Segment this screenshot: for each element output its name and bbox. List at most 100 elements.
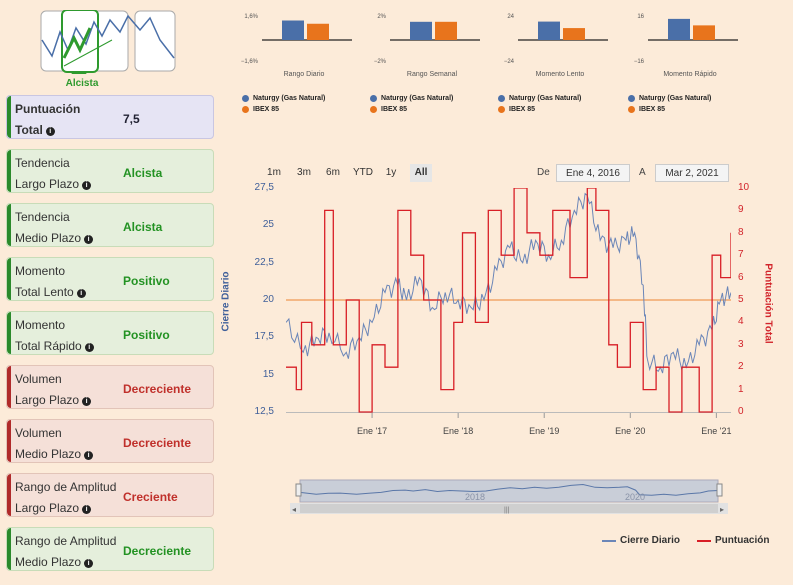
- mini-legend-naturgy[interactable]: Naturgy (Gas Natural): [498, 95, 581, 102]
- indicator-card[interactable]: Rango de Amplitud Medio Plazo i Decreciente: [6, 527, 214, 571]
- range-button-all[interactable]: All: [410, 164, 432, 182]
- navigator-window[interactable]: [299, 479, 719, 503]
- legend-puntuacion-label: Puntuación: [715, 535, 770, 546]
- mini-bar-ibex[interactable]: [693, 25, 715, 40]
- x-axis-label: Ene '21: [701, 426, 732, 436]
- indicator-card[interactable]: Tendencia Largo Plazo i Alcista: [6, 149, 214, 193]
- navigator-left-handle[interactable]: [295, 483, 302, 497]
- indicator-card[interactable]: Volumen Largo Plazo i Decreciente: [6, 365, 214, 409]
- card-accent-bar: [7, 474, 11, 516]
- indicator-card[interactable]: Puntuación Total i 7,5: [6, 95, 214, 139]
- card-accent-bar: [7, 312, 11, 354]
- info-icon[interactable]: i: [76, 289, 86, 298]
- mini-legend-ibex[interactable]: IBEX 85: [370, 106, 407, 113]
- navigator-scrollbar-thumb[interactable]: [300, 504, 718, 513]
- mini-bar-ibex[interactable]: [563, 28, 585, 40]
- chart-navigator[interactable]: ◂ ▸ ||| 2018 2020: [290, 478, 728, 516]
- indicator-card[interactable]: Momento Total Rápido i Positivo: [6, 311, 214, 355]
- mini-legend-ibex-label: IBEX 85: [381, 106, 408, 113]
- main-chart-plot[interactable]: [286, 188, 731, 420]
- info-icon[interactable]: i: [45, 127, 55, 136]
- legend-dot-naturgy: [628, 95, 635, 102]
- card-title-line2-text: Largo Plazo: [15, 177, 80, 191]
- date-from-input[interactable]: Ene 4, 2016: [556, 164, 630, 182]
- info-icon[interactable]: i: [82, 181, 92, 190]
- left-axis-tick: 17,5: [254, 331, 274, 343]
- legend-cierre[interactable]: Cierre Diario: [602, 535, 680, 546]
- indicator-card[interactable]: Momento Total Lento i Positivo: [6, 257, 214, 301]
- card-title-line2-text: Total Lento: [15, 285, 74, 299]
- legend-dot-naturgy: [242, 95, 249, 102]
- right-axis-tick: 2: [738, 361, 744, 373]
- range-button-3m[interactable]: 3m: [297, 167, 311, 178]
- legend-dot-ibex: [628, 106, 635, 113]
- mini-legend-naturgy[interactable]: Naturgy (Gas Natural): [370, 95, 453, 102]
- card-title-line2: Total i: [15, 123, 55, 137]
- mini-bar-naturgy[interactable]: [282, 20, 304, 41]
- navigator-year-label: 2018: [465, 492, 485, 502]
- scroll-right-arrow-icon[interactable]: ▸: [720, 505, 724, 514]
- card-accent-bar: [7, 528, 11, 570]
- info-icon[interactable]: i: [84, 343, 94, 352]
- card-value: Creciente: [123, 490, 178, 504]
- card-title-line1: Puntuación: [15, 102, 81, 116]
- date-from-label: De: [537, 167, 550, 178]
- mini-bar-naturgy[interactable]: [538, 21, 560, 40]
- info-icon[interactable]: i: [82, 397, 92, 406]
- mini-legend-naturgy[interactable]: Naturgy (Gas Natural): [628, 95, 711, 102]
- mini-chart-title: Momento Rápido: [663, 71, 717, 78]
- legend-dot-ibex: [498, 106, 505, 113]
- mini-legend-ibex-label: IBEX 85: [509, 106, 536, 113]
- right-axis-title: Puntuación Total: [762, 263, 774, 344]
- indicator-card[interactable]: Rango de Amplitud Largo Plazo i Creciente: [6, 473, 214, 517]
- card-accent-bar: [7, 150, 11, 192]
- mini-legend-naturgy[interactable]: Naturgy (Gas Natural): [242, 95, 325, 102]
- legend-dot-naturgy: [498, 95, 505, 102]
- card-title-line2-text: Largo Plazo: [15, 501, 80, 515]
- left-axis-title: Cierre Diario: [220, 271, 232, 332]
- card-value: Alcista: [123, 220, 163, 234]
- right-axis-tick: 5: [738, 294, 744, 305]
- indicator-card[interactable]: Volumen Medio Plazo i Decreciente: [6, 419, 214, 463]
- mini-legend-ibex[interactable]: IBEX 85: [498, 106, 535, 113]
- legend-dot-naturgy: [370, 95, 377, 102]
- series-cierre-line[interactable]: [286, 192, 731, 374]
- info-icon[interactable]: i: [84, 451, 94, 460]
- date-to-input[interactable]: Mar 2, 2021: [655, 164, 729, 182]
- navigator-right-handle[interactable]: [716, 483, 723, 497]
- mini-chart-title: Rango Semanal: [406, 71, 458, 78]
- mini-bar-naturgy[interactable]: [410, 21, 432, 40]
- legend-puntuacion[interactable]: Puntuación: [697, 535, 769, 546]
- card-title-line1: Volumen: [15, 426, 62, 440]
- series-puntuacion-line[interactable]: [286, 188, 731, 413]
- mini-chart-momento-rapido: 16 −16 Momento Rápido Naturgy (Gas Natural)…: [622, 8, 750, 118]
- scroll-grip-icon[interactable]: |||: [504, 507, 510, 514]
- mini-bar-ibex[interactable]: [435, 21, 457, 40]
- card-title-line1: Volumen: [15, 372, 62, 386]
- mini-legend-ibex[interactable]: IBEX 85: [242, 106, 279, 113]
- scroll-left-arrow-icon[interactable]: ◂: [292, 505, 296, 514]
- range-button-6m[interactable]: 6m: [326, 167, 340, 178]
- range-button-1y[interactable]: 1y: [385, 167, 397, 178]
- card-title-line2-text: Medio Plazo: [15, 447, 82, 461]
- info-icon[interactable]: i: [84, 559, 94, 568]
- card-accent-bar: [7, 258, 11, 300]
- range-button-ytd[interactable]: YTD: [353, 167, 373, 178]
- right-axis-tick: 10: [738, 182, 750, 193]
- card-value: 7,5: [123, 112, 140, 126]
- x-axis-label: Ene '19: [529, 426, 560, 436]
- info-icon[interactable]: i: [82, 505, 92, 514]
- left-axis-tick: 12,5: [254, 406, 274, 417]
- indicator-card[interactable]: Tendencia Medio Plazo i Alcista: [6, 203, 214, 247]
- info-icon[interactable]: i: [84, 235, 94, 244]
- mini-tick-bottom: −1,6%: [240, 59, 258, 65]
- mini-legend-ibex[interactable]: IBEX 85: [628, 106, 665, 113]
- mini-tick-bottom: −24: [503, 59, 514, 65]
- mini-bar-naturgy[interactable]: [668, 18, 690, 40]
- card-accent-bar: [7, 204, 11, 246]
- mini-tick-top: 2%: [377, 14, 386, 20]
- mini-bar-ibex[interactable]: [307, 23, 329, 40]
- card-accent-bar: [7, 96, 11, 138]
- mini-tick-top: 24: [507, 14, 514, 20]
- range-button-1m[interactable]: 1m: [267, 167, 281, 178]
